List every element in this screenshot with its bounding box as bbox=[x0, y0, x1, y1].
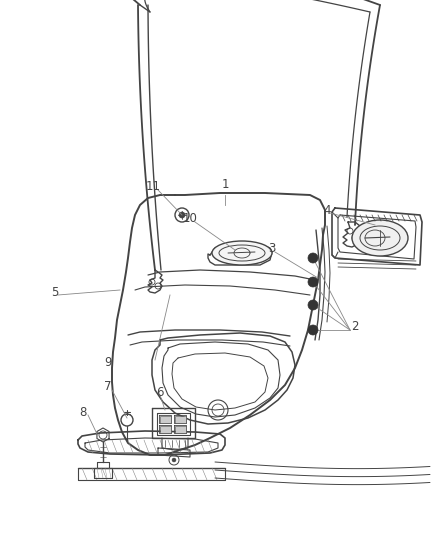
Bar bbox=[174, 416, 186, 423]
Text: 8: 8 bbox=[79, 407, 87, 419]
Text: 3: 3 bbox=[268, 243, 276, 255]
Text: 9: 9 bbox=[104, 357, 112, 369]
Text: 1: 1 bbox=[221, 179, 229, 191]
Text: 11: 11 bbox=[145, 180, 160, 192]
Text: 10: 10 bbox=[183, 212, 198, 224]
Circle shape bbox=[308, 325, 318, 335]
Circle shape bbox=[308, 253, 318, 263]
Text: 6: 6 bbox=[156, 386, 164, 400]
Text: 2: 2 bbox=[351, 320, 359, 334]
Bar bbox=[174, 425, 186, 432]
Circle shape bbox=[308, 300, 318, 310]
Text: 5: 5 bbox=[51, 286, 59, 298]
Text: 7: 7 bbox=[104, 381, 112, 393]
Text: 4: 4 bbox=[323, 204, 331, 216]
Circle shape bbox=[308, 277, 318, 287]
Ellipse shape bbox=[352, 220, 408, 256]
Circle shape bbox=[172, 458, 176, 462]
Bar bbox=[159, 416, 170, 423]
Bar bbox=[159, 425, 170, 432]
Circle shape bbox=[179, 212, 185, 218]
Ellipse shape bbox=[212, 241, 272, 265]
